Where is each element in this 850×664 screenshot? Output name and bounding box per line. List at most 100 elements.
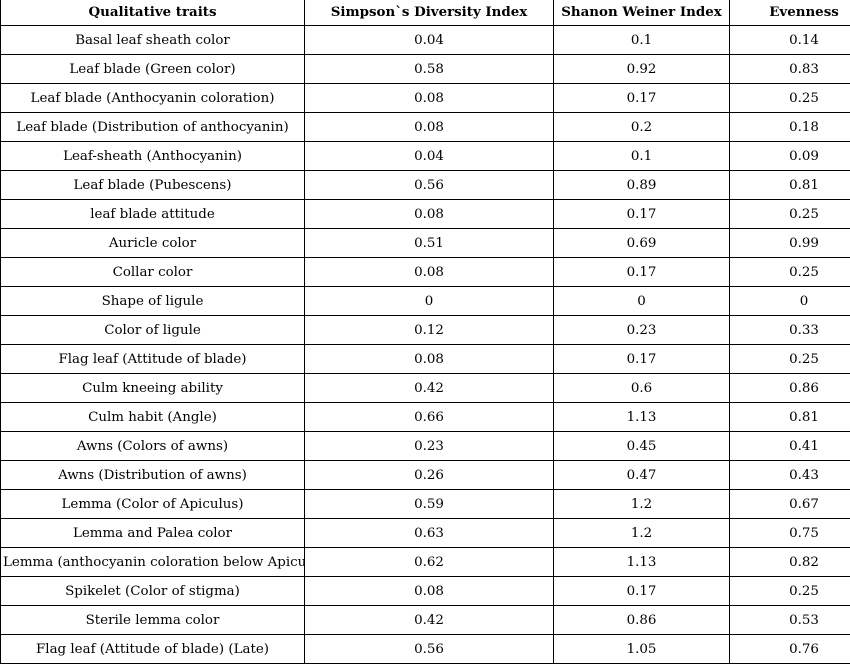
shannon-cell: 1.2 — [554, 519, 730, 548]
trait-cell: Leaf-sheath (Anthocyanin) — [1, 142, 305, 171]
shannon-cell: 0.89 — [554, 171, 730, 200]
simpson-cell: 0.12 — [305, 316, 554, 345]
trait-cell: Leaf blade (Pubescens) — [1, 171, 305, 200]
table-row: Flag leaf (Attitude of blade) (Late)0.56… — [1, 635, 850, 664]
simpson-cell: 0.08 — [305, 84, 554, 113]
shannon-cell: 0.86 — [554, 606, 730, 635]
table-row: Leaf blade (Distribution of anthocyanin)… — [1, 113, 850, 142]
evenness-cell: 0.82 — [730, 548, 850, 577]
evenness-cell: 0.75 — [730, 519, 850, 548]
evenness-cell: 0.14 — [730, 26, 850, 55]
evenness-cell: 0.53 — [730, 606, 850, 635]
trait-cell: Auricle color — [1, 229, 305, 258]
simpson-cell: 0.42 — [305, 606, 554, 635]
evenness-cell: 0.25 — [730, 200, 850, 229]
trait-cell: Spikelet (Color of stigma) — [1, 577, 305, 606]
shannon-cell: 0.45 — [554, 432, 730, 461]
simpson-cell: 0.23 — [305, 432, 554, 461]
trait-cell: Shape of ligule — [1, 287, 305, 316]
simpson-cell: 0.08 — [305, 258, 554, 287]
evenness-cell: 0.86 — [730, 374, 850, 403]
shannon-cell: 0.2 — [554, 113, 730, 142]
evenness-cell: 0.81 — [730, 403, 850, 432]
trait-cell: Awns (Colors of awns) — [1, 432, 305, 461]
simpson-cell: 0.51 — [305, 229, 554, 258]
evenness-cell: 0.25 — [730, 84, 850, 113]
simpson-cell: 0.08 — [305, 200, 554, 229]
header-qualitative-traits: Qualitative traits — [1, 0, 305, 26]
trait-cell: Awns (Distribution of awns) — [1, 461, 305, 490]
simpson-cell: 0.08 — [305, 345, 554, 374]
trait-cell: Sterile lemma color — [1, 606, 305, 635]
simpson-cell: 0.08 — [305, 577, 554, 606]
evenness-cell: 0.09 — [730, 142, 850, 171]
simpson-cell: 0.56 — [305, 171, 554, 200]
simpson-cell: 0.04 — [305, 26, 554, 55]
simpson-cell: 0.04 — [305, 142, 554, 171]
simpson-cell: 0.08 — [305, 113, 554, 142]
evenness-cell: 0.33 — [730, 316, 850, 345]
trait-cell: Color of ligule — [1, 316, 305, 345]
trait-cell: leaf blade attitude — [1, 200, 305, 229]
trait-cell: Leaf blade (Green color) — [1, 55, 305, 84]
evenness-cell: 0.41 — [730, 432, 850, 461]
trait-cell: Basal leaf sheath color — [1, 26, 305, 55]
trait-cell: Collar color — [1, 258, 305, 287]
evenness-cell: 0.25 — [730, 345, 850, 374]
evenness-cell: 0.83 — [730, 55, 850, 84]
evenness-cell: 0.18 — [730, 113, 850, 142]
trait-cell: Culm kneeing ability — [1, 374, 305, 403]
evenness-cell: 0.76 — [730, 635, 850, 664]
evenness-cell: 0.43 — [730, 461, 850, 490]
header-simpson-index: Simpson`s Diversity Index — [305, 0, 554, 26]
simpson-cell: 0.58 — [305, 55, 554, 84]
shannon-cell: 0.17 — [554, 200, 730, 229]
simpson-cell: 0 — [305, 287, 554, 316]
table-header: Qualitative traits Simpson`s Diversity I… — [1, 0, 850, 26]
evenness-cell: 0.25 — [730, 577, 850, 606]
shannon-cell: 1.05 — [554, 635, 730, 664]
simpson-cell: 0.42 — [305, 374, 554, 403]
trait-cell: Flag leaf (Attitude of blade) — [1, 345, 305, 374]
shannon-cell: 0.17 — [554, 577, 730, 606]
shannon-cell: 0.1 — [554, 142, 730, 171]
simpson-cell: 0.56 — [305, 635, 554, 664]
shannon-cell: 0.92 — [554, 55, 730, 84]
simpson-cell: 0.66 — [305, 403, 554, 432]
shannon-cell: 0.17 — [554, 84, 730, 113]
shannon-cell: 0.23 — [554, 316, 730, 345]
evenness-cell: 0.81 — [730, 171, 850, 200]
trait-cell: Lemma (anthocyanin coloration below Apic… — [1, 548, 305, 577]
simpson-cell: 0.63 — [305, 519, 554, 548]
evenness-cell: 0.67 — [730, 490, 850, 519]
shannon-cell: 1.2 — [554, 490, 730, 519]
simpson-cell: 0.26 — [305, 461, 554, 490]
evenness-cell: 0.25 — [730, 258, 850, 287]
header-evenness: Evenness — [730, 0, 850, 26]
shannon-cell: 0.69 — [554, 229, 730, 258]
table-row: Lemma (anthocyanin coloration below Apic… — [1, 548, 850, 577]
shannon-cell: 1.13 — [554, 403, 730, 432]
shannon-cell: 1.13 — [554, 548, 730, 577]
trait-cell: Lemma and Palea color — [1, 519, 305, 548]
evenness-cell: 0 — [730, 287, 850, 316]
trait-cell: Lemma (Color of Apiculus) — [1, 490, 305, 519]
